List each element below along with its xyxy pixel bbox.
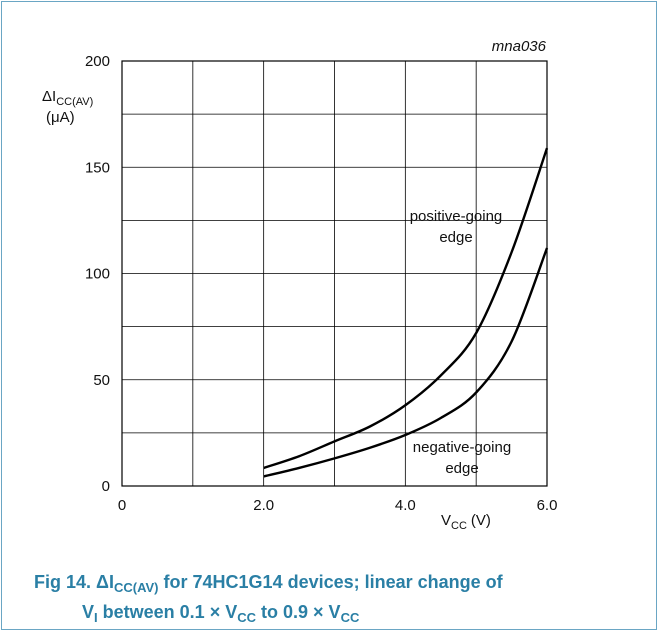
x-tick-labels: 0 2.0 4.0 6.0 (118, 497, 558, 514)
figure-caption: Fig 14. ΔICC(AV) for 74HC1G14 devices; l… (34, 570, 644, 630)
y-tick-label: 100 (85, 266, 110, 283)
figure-id-label: mna036 (492, 38, 547, 55)
y-axis-symbol: ΔI (42, 88, 56, 105)
x-axis-unit: (V) (471, 512, 491, 529)
x-tick-label: 4.0 (395, 497, 416, 514)
caption-sub3: CC (237, 610, 256, 625)
caption-text3: to 0.9 × V (261, 602, 341, 622)
y-tick-label: 50 (93, 372, 110, 389)
series-label-positive-line2: edge (439, 229, 472, 246)
y-tick-label: 0 (102, 478, 110, 495)
caption-fig-number: Fig 14. (34, 572, 92, 592)
series-lines (263, 147, 549, 478)
caption-v: V (82, 602, 95, 622)
caption-sub4: CC (340, 610, 360, 625)
caption-sub2: I (94, 610, 98, 625)
x-tick-label: 0 (118, 497, 126, 514)
series-label-negative-line2: edge (445, 460, 478, 477)
caption-delta: ΔI (96, 572, 114, 592)
caption-line2: VI between 0.1 × VCC to 0.9 × VCC (34, 600, 644, 630)
x-axis-label: VCC (V) (441, 512, 491, 532)
y-axis-subscript: CC(AV) (56, 96, 93, 108)
y-axis-unit: (μA) (46, 109, 75, 126)
caption-text2: between 0.1 × V (102, 602, 238, 622)
x-axis-symbol: V (441, 512, 451, 529)
caption-text1: for 74HC1G14 devices; linear change of (163, 572, 503, 592)
y-axis-label: ΔICC(AV) (42, 88, 93, 108)
caption-sub1: CC(AV) (113, 580, 159, 595)
series-line-negative-going (263, 247, 549, 478)
x-tick-label: 2.0 (253, 497, 274, 514)
series-label-negative-line1: negative-going (413, 439, 511, 456)
y-tick-label: 150 (85, 159, 110, 176)
plot-area-border (121, 60, 548, 487)
series-line-positive-going (263, 147, 549, 470)
grid (122, 61, 547, 486)
x-axis-subscript: CC (451, 520, 467, 532)
x-tick-label: 6.0 (537, 497, 558, 514)
y-tick-labels: 0 50 100 150 200 (85, 53, 110, 495)
y-tick-label: 200 (85, 53, 110, 70)
series-label-positive-line1: positive-going (410, 208, 503, 225)
